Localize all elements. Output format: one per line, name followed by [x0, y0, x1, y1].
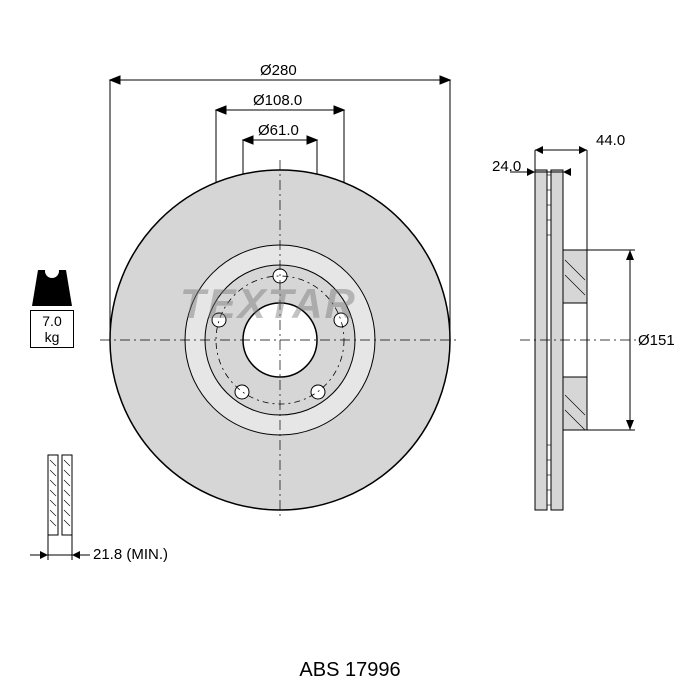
bolt-circle-label: Ø108.0 [253, 92, 302, 109]
weight-indicator: 7.0 kg [30, 270, 74, 348]
drawing-canvas: Ø280 Ø108.0 Ø61.0 44.0 24.0 Ø151 21.8 (M… [0, 0, 700, 700]
center-bore-label: Ø61.0 [258, 122, 299, 139]
product-label: ABS 17996 [0, 659, 700, 682]
overall-depth-label: 44.0 [596, 132, 625, 149]
brand-text: ABS [299, 659, 339, 681]
weight-value: 7.0 kg [30, 310, 74, 348]
min-thickness-label: 21.8 (MIN.) [93, 546, 168, 563]
disc-thickness-label: 24.0 [492, 158, 521, 175]
outer-diameter-label: Ø280 [260, 62, 297, 79]
hub-diameter-label: Ø151 [638, 332, 675, 349]
part-number-text: 17996 [345, 659, 401, 681]
weight-icon [32, 270, 72, 306]
technical-drawing-svg [0, 0, 700, 700]
